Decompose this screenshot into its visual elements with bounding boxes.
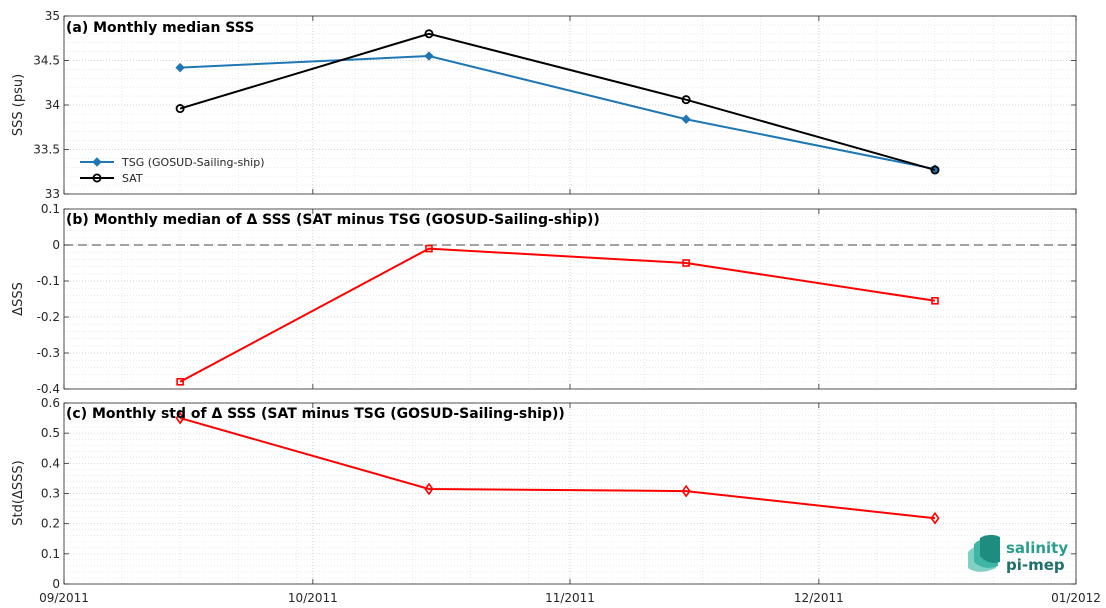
y-tick-label: 0.1 (41, 202, 60, 216)
data-point (424, 29, 434, 39)
logo-wave-icon (968, 534, 1000, 572)
x-tick-label: 10/2011 (288, 591, 338, 605)
y-axis-label: Std(ΔSSS) (11, 460, 26, 525)
data-point (930, 165, 940, 175)
data-point (175, 104, 185, 114)
y-tick-label: 0.3 (41, 487, 60, 501)
y-tick-label: -0.2 (37, 310, 60, 324)
y-tick-label: 34 (45, 98, 60, 112)
grid (63, 209, 1077, 389)
logo-line-2: pi-mep (1006, 556, 1065, 574)
data-point (175, 411, 185, 425)
series-line (179, 247, 936, 383)
data-point (175, 62, 185, 73)
y-tick-label: 0 (52, 577, 60, 591)
y-axis-label: SSS (psu) (11, 74, 26, 136)
series-line (180, 55, 936, 171)
y-tick-label: 0 (52, 238, 60, 252)
y-tick-label: 0.6 (41, 396, 60, 410)
data-point (424, 482, 434, 496)
series-layer (175, 29, 940, 175)
y-ticks: 33 33.5 34 34.5 35 (33, 9, 1076, 201)
legend-label: SAT (122, 172, 143, 185)
x-tick-label: 09/2011 (39, 591, 89, 605)
y-tick-label: 33 (45, 187, 60, 201)
data-point (682, 259, 690, 267)
y-tick-label: 33.5 (33, 143, 60, 157)
x-tick-labels: 09/2011 10/2011 11/2011 12/2011 01/2012 (39, 591, 1101, 605)
panel-a: 33 33.5 34 34.5 35 SSS (psu) (a) Monthly med… (11, 9, 1077, 201)
y-ticks: 0 0.1 0.2 0.3 0.4 0.5 0.6 (41, 396, 1076, 591)
panel-c: 0 0.1 0.2 0.3 0.4 0.5 0.6 Std(ΔSSS) (c) Monthl… (11, 396, 1077, 591)
y-tick-label: -0.4 (37, 382, 60, 396)
y-tick-label: 34.5 (33, 54, 60, 68)
data-point (681, 95, 691, 105)
data-point (930, 511, 940, 525)
data-point (425, 244, 433, 253)
x-tick-label: 11/2011 (545, 591, 595, 605)
y-tick-label: -0.1 (37, 274, 60, 288)
series-line (179, 417, 936, 520)
y-tick-label: 0.2 (41, 517, 60, 531)
panel-title: (b) Monthly median of Δ SSS (SAT minus T… (66, 212, 600, 228)
data-point (931, 296, 939, 305)
series-line (179, 32, 936, 171)
logo-line-1: salinity (1006, 539, 1068, 557)
y-ticks: -0.4 -0.3 -0.2 -0.1 0 0.1 (37, 202, 1076, 396)
plot-frame (63, 208, 1077, 390)
salinity-pi-mep-logo: salinity pi-mep (968, 534, 1068, 574)
legend-label: TSG (GOSUD-Sailing-ship) (121, 156, 265, 169)
series-layer (175, 411, 940, 525)
y-axis-label: ΔSSS (11, 282, 26, 316)
legend-marker (92, 173, 102, 183)
legend-marker (92, 157, 102, 167)
y-tick-label: 35 (45, 9, 60, 23)
grid (63, 403, 1077, 584)
legend: TSG (GOSUD-Sailing-ship) SAT (80, 156, 265, 185)
data-point (681, 484, 691, 498)
x-tick-label: 01/2012 (1051, 591, 1101, 605)
y-tick-label: 0.1 (41, 547, 60, 561)
y-tick-label: 0.4 (41, 456, 60, 470)
grid (63, 16, 1077, 194)
x-tick-label: 12/2011 (794, 591, 844, 605)
panel-title: (c) Monthly std of Δ SSS (SAT minus TSG … (66, 406, 565, 422)
y-tick-label: 0.5 (41, 426, 60, 440)
panel-title: (a) Monthly median SSS (66, 20, 254, 36)
data-point (176, 377, 184, 386)
y-tick-label: -0.3 (37, 346, 60, 360)
panel-b: -0.4 -0.3 -0.2 -0.1 0 0.1 ΔSSS (b) Monthly me… (11, 202, 1077, 396)
data-point (681, 114, 691, 124)
series-layer (176, 244, 939, 386)
data-point (424, 51, 434, 61)
